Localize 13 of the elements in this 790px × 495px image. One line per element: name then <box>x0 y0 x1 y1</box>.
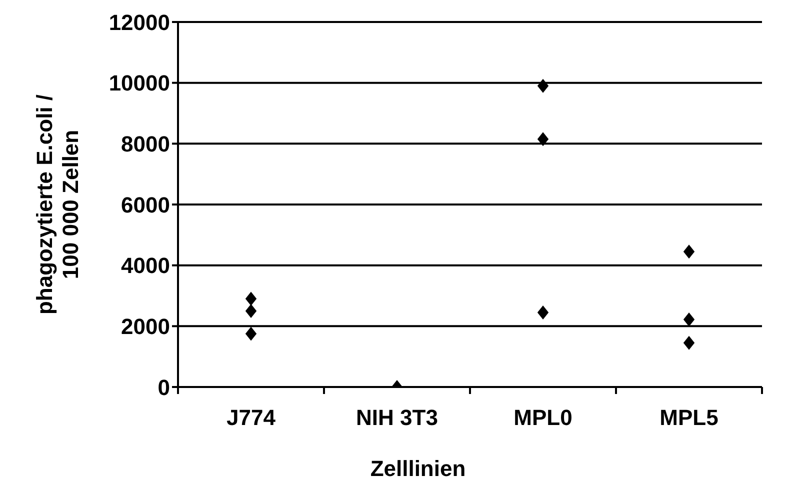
y-tick-label: 2000 <box>121 314 170 339</box>
x-tick-label: J774 <box>226 405 276 430</box>
x-axis-title: Zelllinien <box>370 456 466 481</box>
x-tick-label: MPL5 <box>660 405 718 430</box>
y-tick-label: 10000 <box>108 70 170 96</box>
x-tick-label: NIH 3T3 <box>356 405 438 430</box>
x-tick-label: MPL0 <box>514 405 572 430</box>
y-tick-label: 8000 <box>121 131 170 156</box>
y-tick-label: 4000 <box>121 253 170 278</box>
y-tick-label: 0 <box>158 374 170 400</box>
y-tick-label: 12000 <box>108 10 170 35</box>
y-axis-title: phagozytierte E.coli / 100 000 Zellen <box>32 94 83 315</box>
y-tick-label: 6000 <box>121 192 170 218</box>
